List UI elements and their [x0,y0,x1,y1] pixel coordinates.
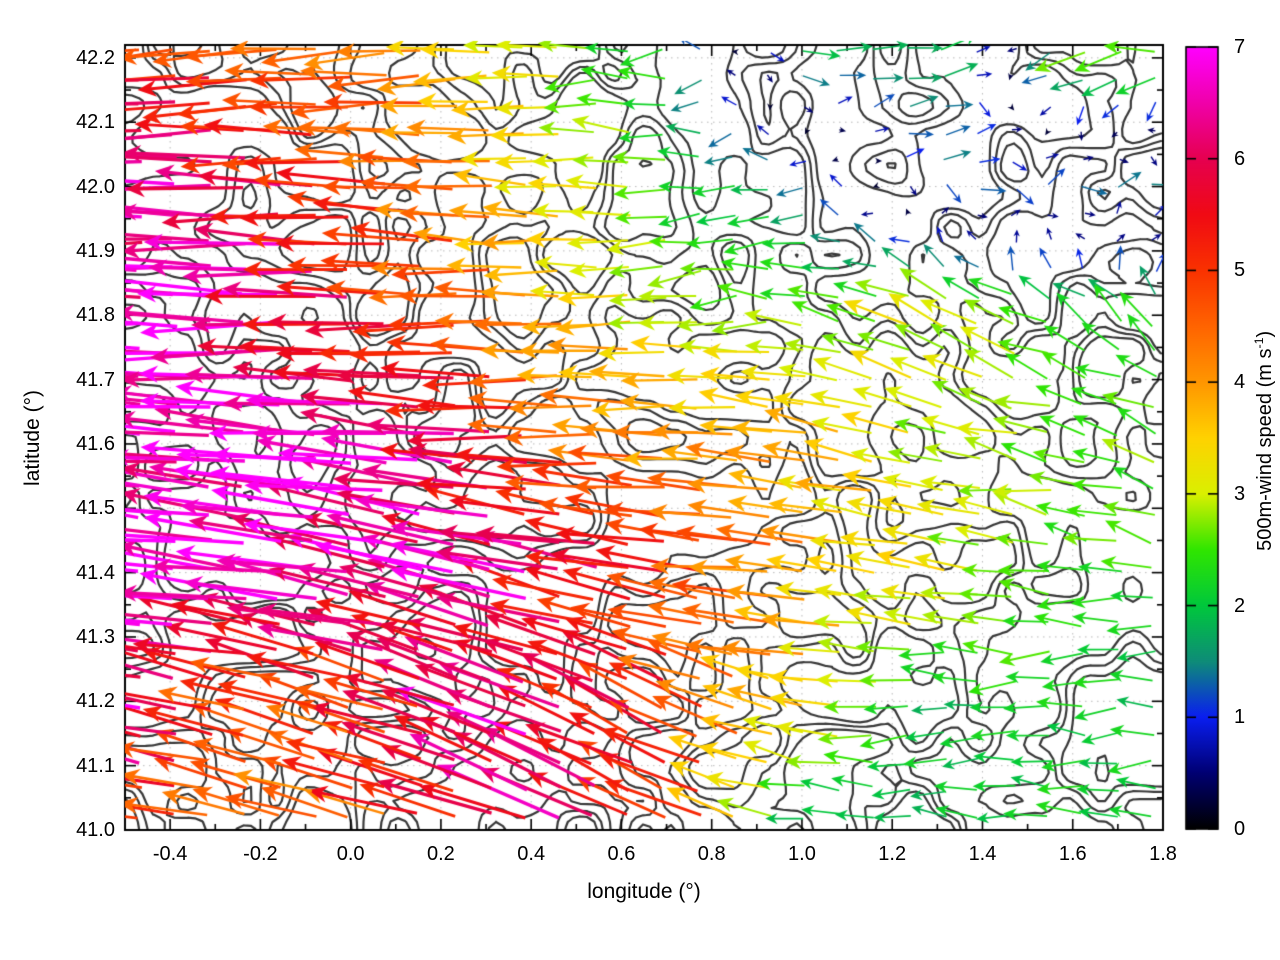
x-tick-label: 0.2 [427,843,455,865]
colorbar-tick-label: 7 [1234,36,1246,58]
x-tick-label: -0.2 [243,843,278,865]
y-tick-label: 41.1 [76,754,115,777]
x-tick-label: 1.2 [878,843,907,865]
y-tick-label: 41.6 [76,432,115,455]
y-tick-label: 41.3 [76,625,115,648]
y-tick-label: 41.5 [76,497,115,520]
x-tick-label: 1.6 [1058,843,1087,865]
y-tick-label: 42.1 [76,111,115,134]
x-axis-label: longitude (°) [587,880,701,903]
colorbar-tick-label: 6 [1234,147,1246,170]
colorbar-label-suffix: ) [1253,330,1276,338]
colorbar-tick-label: 2 [1234,594,1246,617]
colorbar-label-prefix: 500m-wind speed (m s [1253,348,1276,551]
y-tick-label: 41.8 [76,304,115,327]
x-tick-label: 1.0 [788,843,816,865]
colorbar-tick-label: 5 [1234,259,1246,282]
y-tick-label: 41.0 [76,819,115,841]
y-tick-label: 41.2 [76,690,115,713]
y-tick-label: 42.0 [76,175,115,198]
colorbar-tick-label: 0 [1234,818,1246,840]
x-tick-label: 0.8 [697,843,726,865]
colorbar-tick-label: 1 [1234,706,1246,729]
y-axis-label: latitude (°) [21,390,44,486]
y-tick-label: 42.2 [76,46,115,69]
y-tick-label: 41.7 [76,368,115,391]
x-tick-label: 0.4 [517,843,546,865]
x-tick-label: 0.6 [607,843,636,865]
x-tick-label: 1.4 [968,843,997,865]
colorbar-label: 500m-wind speed (m s-1) [1246,311,1278,571]
colorbar-tick-label: 3 [1234,482,1246,505]
y-tick-label: 41.4 [76,561,115,584]
x-tick-label: 0.0 [336,843,365,865]
x-tick-label: 1.8 [1149,843,1177,865]
colorbar-label-superscript: -1 [1252,337,1267,349]
colorbar-tick-label: 4 [1234,371,1246,394]
x-tick-label: -0.4 [152,843,188,865]
y-tick-label: 41.9 [76,239,115,262]
